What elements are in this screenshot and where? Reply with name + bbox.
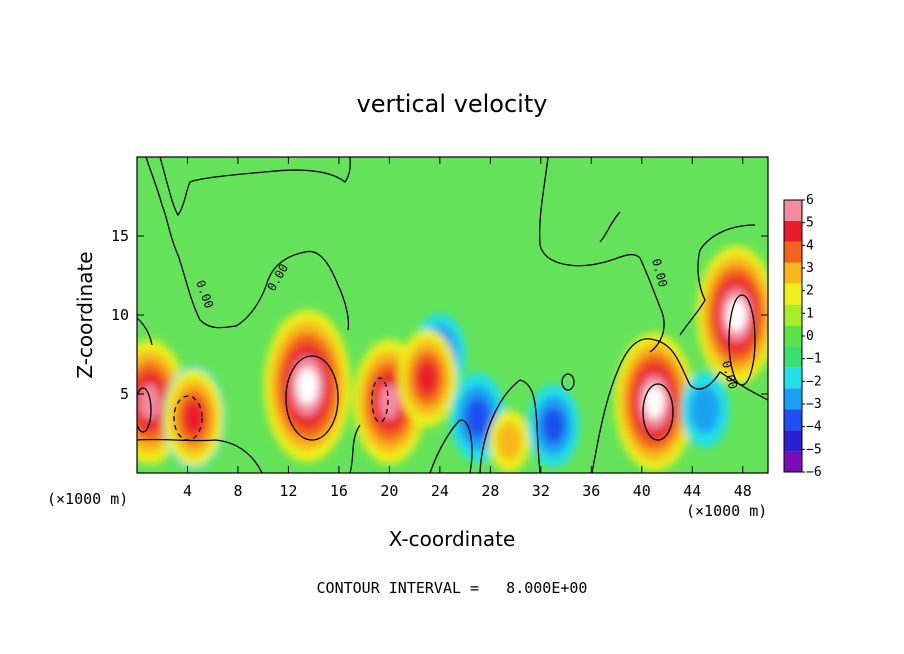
zero-contour: [561, 373, 575, 391]
updraft-cell: [183, 400, 204, 435]
x-tick-label: 8: [233, 482, 242, 500]
colorbar-segment: [784, 367, 802, 389]
zero-contour: [137, 438, 263, 473]
colorbar-segment: [784, 346, 802, 368]
zero-contour: [539, 157, 665, 353]
updraft-contour: [285, 355, 339, 441]
downdraft-cell: [465, 397, 490, 438]
x-unit-label: (×1000 m): [686, 502, 767, 520]
downdraft-cell: [690, 386, 720, 434]
colorbar-segment: [784, 304, 802, 326]
colorbar-tick-label: −2: [806, 374, 822, 389]
chart-title: vertical velocity: [357, 90, 548, 118]
zero-contour: [137, 317, 153, 346]
downdraft-cell: [542, 407, 565, 444]
colorbar-segment: [784, 451, 802, 472]
colorbar-tick-label: −6: [806, 465, 822, 480]
y-tick-label: 15: [111, 227, 129, 245]
x-tick-label: 28: [481, 482, 499, 500]
zero-contour: [479, 379, 541, 473]
x-tick-label: 12: [279, 482, 297, 500]
colorbar-segment: [784, 409, 802, 431]
downdraft-contour: [371, 377, 389, 423]
zero-contour: [349, 424, 361, 473]
colorbar-segment: [784, 388, 802, 410]
colorbar-tick-label: 5: [806, 216, 814, 231]
updraft-contour: [728, 294, 756, 386]
updraft-contour: [137, 387, 152, 433]
colorbar-tick-label: 6: [806, 193, 814, 208]
zero-contour: [679, 224, 756, 336]
colorbar-tick-label: −1: [806, 352, 822, 367]
colorbar: 6 5 4 3 2 1 0 −1 −2 −3 −4 −5 −6: [783, 193, 822, 480]
x-tick-label: 44: [683, 482, 701, 500]
colorbar-tick-label: −3: [806, 397, 822, 412]
x-tick-label: 4: [183, 482, 192, 500]
colorbar-segment: [784, 262, 802, 284]
colorbar-tick-label: 4: [806, 238, 814, 253]
updraft-cell: [496, 422, 522, 461]
zero-contour: [159, 157, 351, 217]
contour-interval-note: CONTOUR INTERVAL = 8.000E+00: [317, 579, 588, 597]
updraft-cell: [296, 367, 318, 405]
zero-contour: [145, 157, 350, 331]
downdraft-contour: [173, 395, 203, 441]
x-tick-label: 48: [734, 482, 752, 500]
x-unit-label: (×1000 m): [47, 490, 128, 508]
zero-contour: [591, 338, 768, 473]
x-axis-label: X-coordinate: [389, 527, 516, 551]
y-tick-label: 5: [120, 385, 129, 403]
colorbar-tick-label: 1: [806, 306, 814, 321]
colorbar-tick-label: −4: [806, 420, 822, 435]
zero-contour: [599, 211, 621, 243]
colorbar-segment: [784, 430, 802, 452]
x-tick-label: 16: [330, 482, 348, 500]
updraft-contour: [642, 383, 674, 441]
colorbar-tick-label: −5: [806, 442, 822, 457]
colorbar-tick-label: 2: [806, 284, 814, 299]
updraft-cell: [644, 385, 665, 419]
x-tick-label: 20: [380, 482, 398, 500]
colorbar-tick-label: 3: [806, 261, 814, 276]
colorbar-tick-label: 0: [806, 329, 814, 344]
updraft-cell: [726, 298, 747, 332]
x-tick-label: 40: [633, 482, 651, 500]
colorbar-segment: [784, 220, 802, 242]
updraft-cell: [139, 384, 161, 420]
x-tick-label: 24: [431, 482, 449, 500]
updraft-cell: [379, 384, 400, 420]
colorbar-segment: [784, 200, 802, 221]
y-tick-label: 10: [111, 306, 129, 324]
x-tick-label: 36: [582, 482, 600, 500]
colorbar-segment: [784, 283, 802, 305]
x-tick-label: 32: [532, 482, 550, 500]
updraft-cell: [417, 361, 438, 396]
colorbar-segment: [784, 325, 802, 347]
zero-contour: [429, 419, 473, 473]
y-axis-label: Z-coordinate: [73, 251, 97, 378]
colorbar-segment: [784, 241, 802, 263]
